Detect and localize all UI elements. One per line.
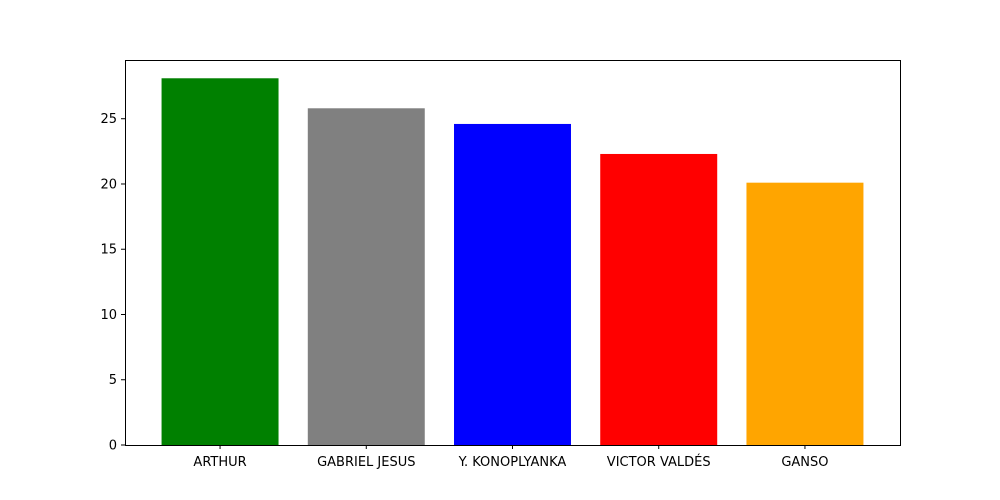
y-tick-label: 15 (100, 243, 117, 258)
bar-y-konoplyanka (454, 123, 571, 445)
x-axis-ticks: ARTHUR GABRIEL JESUS Y. KONOPLYANKA VICTOR … (193, 445, 829, 470)
x-tick-label: ARTHUR (193, 455, 246, 470)
plot-frame (125, 60, 901, 446)
x-tick-label: VICTOR VALDÉS (607, 454, 711, 470)
bars-layer (161, 78, 864, 446)
x-tick-label: GANSO (781, 455, 828, 470)
y-tick-label: 20 (100, 177, 117, 192)
bar-victor-vald-s (600, 153, 718, 445)
y-tick-label: 10 (100, 308, 117, 323)
x-tick-label: Y. KONOPLYANKA (458, 455, 567, 470)
y-tick-label: 0 (109, 439, 117, 454)
y-axis-ticks: 0 5 10 15 20 25 (100, 112, 125, 454)
bar-arthur (161, 78, 279, 446)
y-tick-label: 5 (109, 373, 117, 388)
bar-gabriel-jesus (307, 108, 425, 445)
x-tick-label: GABRIEL JESUS (317, 455, 415, 470)
bar-ganso (746, 182, 864, 445)
y-tick-label: 25 (100, 112, 117, 127)
